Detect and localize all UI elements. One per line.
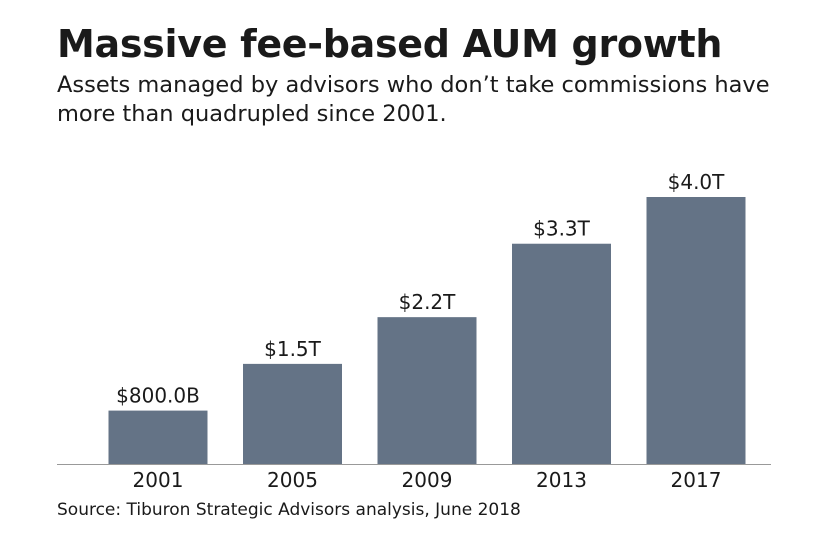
- x-tick-label-2017: 2017: [671, 468, 722, 492]
- x-tick-label-2009: 2009: [402, 468, 453, 492]
- chart-title: Massive fee-based AUM growth: [57, 22, 723, 66]
- bars-group: [108, 197, 746, 464]
- value-label-2013: $3.3T: [533, 217, 591, 241]
- bar-2017: [646, 197, 746, 464]
- x-tick-labels-group: 2001 2005 2009 2013 2017: [133, 468, 722, 492]
- x-tick-label-2013: 2013: [536, 468, 587, 492]
- bar-2013: [512, 243, 611, 464]
- value-label-2001: $800.0B: [116, 384, 200, 408]
- bar-2005: [243, 363, 342, 464]
- bar-2009: [377, 317, 477, 464]
- chart-subtitle: Assets managed by advisors who don’t tak…: [57, 72, 770, 127]
- source-note: Source: Tiburon Strategic Advisors analy…: [57, 500, 521, 520]
- value-label-2017: $4.0T: [668, 170, 726, 194]
- value-label-2005: $1.5T: [264, 337, 322, 361]
- x-tick-label-2005: 2005: [267, 468, 318, 492]
- bar-2001: [108, 410, 208, 464]
- value-label-2009: $2.2T: [399, 290, 457, 314]
- x-tick-label-2001: 2001: [133, 468, 184, 492]
- value-labels-group: $800.0B $1.5T $2.2T $3.3T $4.0T: [116, 170, 725, 408]
